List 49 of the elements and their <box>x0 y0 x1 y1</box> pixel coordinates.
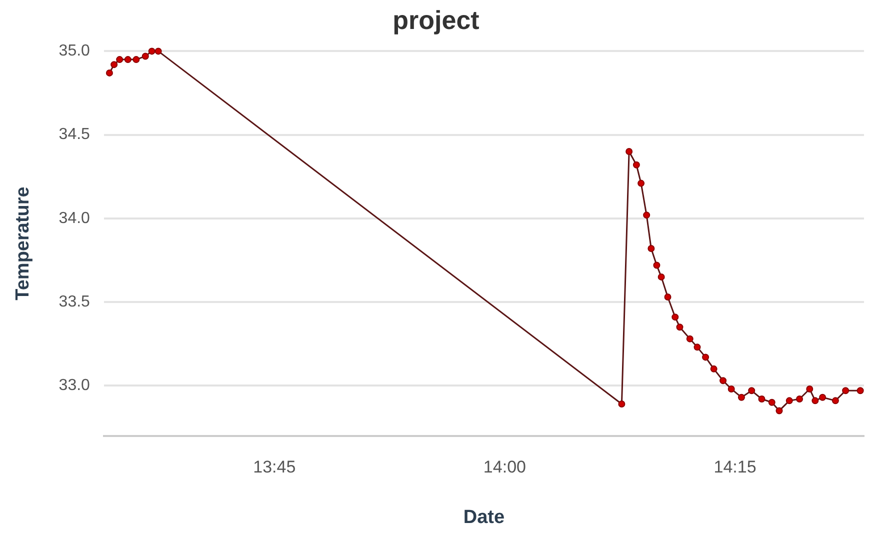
y-tick-label: 35.0 <box>58 42 90 60</box>
point <box>142 52 149 60</box>
point <box>676 324 684 331</box>
x-axis-title: Date <box>463 506 505 528</box>
point <box>710 365 718 372</box>
point <box>776 407 783 414</box>
point <box>806 385 814 392</box>
point <box>106 69 113 76</box>
y-tick-label: 33.0 <box>58 377 90 394</box>
point <box>758 396 766 403</box>
point <box>664 294 672 301</box>
point <box>702 354 710 361</box>
point <box>132 56 140 64</box>
point <box>643 212 650 219</box>
point <box>728 385 735 392</box>
point <box>819 394 826 401</box>
point <box>720 377 727 384</box>
point <box>812 397 819 404</box>
point <box>653 262 660 269</box>
point <box>738 394 745 401</box>
point <box>842 387 850 394</box>
y-axis-title: Temperature <box>12 186 34 300</box>
point <box>796 396 804 403</box>
x-tick-label: 13:45 <box>253 458 296 477</box>
point <box>148 48 156 55</box>
point <box>626 148 633 156</box>
y-tick-label: 33.5 <box>58 293 90 310</box>
point <box>748 387 756 394</box>
y-tick-label: 34.0 <box>58 210 90 227</box>
point <box>694 344 701 351</box>
point <box>618 400 626 408</box>
point <box>658 273 665 280</box>
point <box>638 180 645 187</box>
x-tick-label: 14:15 <box>714 458 756 477</box>
point <box>832 397 839 404</box>
point <box>648 245 655 252</box>
point <box>124 56 132 64</box>
chart-title: project <box>392 4 480 35</box>
point <box>786 397 793 404</box>
y-tick-label: 34.5 <box>58 126 90 144</box>
point <box>154 48 162 55</box>
point <box>632 161 640 168</box>
point <box>110 61 118 68</box>
point <box>672 314 679 321</box>
x-tick-label: 14:00 <box>483 458 526 477</box>
point <box>116 56 124 64</box>
point <box>856 387 864 394</box>
point <box>686 335 694 342</box>
point <box>768 398 776 406</box>
